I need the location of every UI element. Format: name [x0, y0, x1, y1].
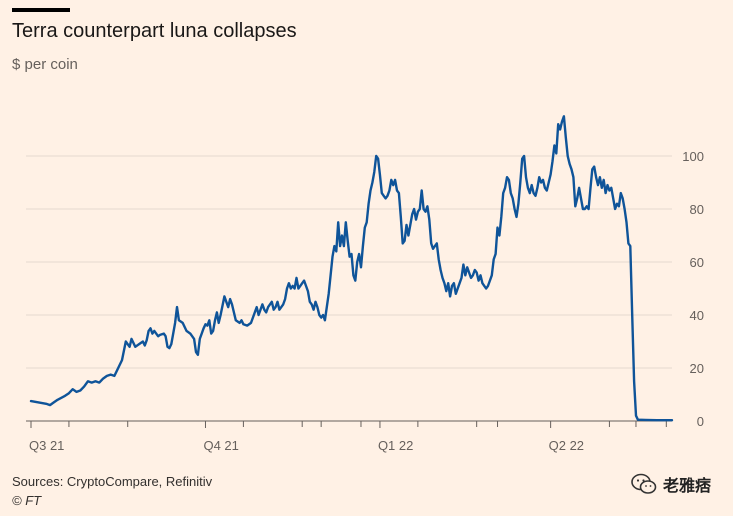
source-note: Sources: CryptoCompare, Refinitiv [12, 474, 213, 489]
watermark: 老雅痞 [631, 472, 711, 496]
chart-subtitle: $ per coin [12, 56, 78, 73]
chart-title: Terra counterpart luna collapses [12, 20, 297, 42]
x-tick-label-q4-21: Q4 21 [203, 438, 238, 453]
copyright-note: © FT [12, 493, 42, 508]
x-axis [26, 420, 672, 428]
x-tick-label-q3-21: Q3 21 [29, 438, 64, 453]
series-layer [29, 115, 674, 422]
line-chart: 0 20 40 60 80 100 Q3 21 Q4 21 Q1 22 Q2 22 [26, 115, 704, 453]
y-tick-label-80: 80 [690, 202, 704, 217]
y-tick-label-100: 100 [682, 149, 704, 164]
x-axis-tick-labels: Q3 21 Q4 21 Q1 22 Q2 22 [29, 438, 584, 453]
series-line-luna [29, 115, 674, 422]
ft-top-rule [12, 8, 70, 12]
x-tick-label-q2-22: Q2 22 [549, 438, 584, 453]
y-tick-label-0: 0 [697, 414, 704, 429]
y-tick-label-40: 40 [690, 308, 704, 323]
y-tick-label-20: 20 [690, 361, 704, 376]
watermark-text: 老雅痞 [662, 478, 711, 495]
wechat-icon [631, 473, 657, 494]
x-tick-label-q1-22: Q1 22 [378, 438, 413, 453]
y-tick-label-60: 60 [690, 255, 704, 270]
y-axis-tick-labels: 0 20 40 60 80 100 [682, 149, 704, 429]
gridlines [26, 155, 672, 369]
